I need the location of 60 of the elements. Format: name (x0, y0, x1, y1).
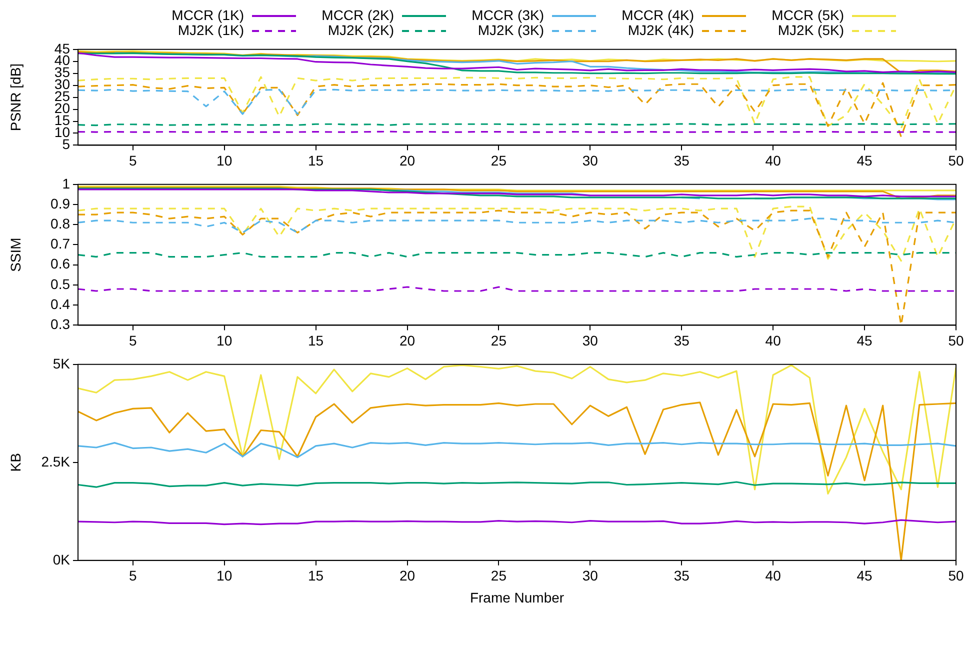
legend-label: MJ2K (4K) (628, 22, 694, 38)
y-tick-label: 0.3 (50, 316, 70, 332)
y-tick-label: 0K (52, 551, 71, 568)
x-tick-label: 20 (399, 332, 416, 348)
line-series (78, 218, 956, 234)
legend-label: MJ2K (1K) (178, 22, 244, 38)
legend-label: MCCR (1K) (172, 7, 244, 23)
x-tick-label: 45 (856, 152, 873, 168)
y-tick-label: 1 (62, 175, 70, 192)
legend-label: MCCR (2K) (322, 7, 394, 23)
y-axis-title: SSIM (7, 238, 24, 272)
line-series (78, 206, 956, 262)
x-axis-title: Frame Number (470, 589, 564, 606)
y-axis-title: KB (7, 453, 24, 472)
y-tick-label: 0.7 (50, 236, 70, 252)
x-tick-label: 15 (308, 332, 324, 348)
y-axis-title: PSNR [dB] (7, 63, 24, 132)
x-tick-label: 10 (216, 568, 232, 584)
x-tick-label: 40 (765, 332, 782, 348)
x-tick-label: 25 (490, 152, 507, 168)
x-tick-label: 40 (765, 568, 782, 584)
x-tick-label: 50 (948, 332, 964, 348)
x-tick-label: 35 (674, 152, 690, 168)
y-tick-label: 45 (54, 40, 70, 56)
y-tick-label: 0.5 (50, 276, 70, 292)
x-tick-label: 25 (490, 332, 507, 348)
x-tick-label: 5 (128, 568, 137, 584)
x-tick-label: 20 (399, 152, 416, 168)
x-tick-label: 35 (674, 332, 690, 348)
x-tick-label: 30 (582, 152, 598, 168)
legend-label: MCCR (5K) (772, 7, 844, 23)
x-tick-label: 50 (948, 568, 964, 584)
x-tick-label: 25 (490, 568, 507, 584)
x-tick-label: 45 (856, 332, 873, 348)
x-tick-label: 5 (128, 332, 137, 348)
x-tick-label: 5 (128, 152, 137, 168)
x-tick-label: 30 (582, 332, 598, 348)
x-tick-label: 45 (856, 568, 873, 584)
x-tick-label: 40 (765, 152, 782, 168)
legend-label: MJ2K (3K) (478, 22, 544, 38)
line-series (78, 76, 956, 130)
y-tick-label: 5K (52, 355, 71, 372)
x-tick-label: 20 (399, 568, 416, 584)
y-tick-label: 2.5K (41, 453, 71, 470)
y-tick-label: 0.6 (50, 256, 70, 272)
x-tick-label: 35 (674, 568, 690, 584)
legend-label: MCCR (4K) (622, 7, 694, 23)
x-tick-label: 15 (308, 152, 324, 168)
y-tick-label: 0.4 (50, 296, 70, 312)
legend-label: MJ2K (2K) (328, 22, 394, 38)
legend-label: MJ2K (5K) (778, 22, 844, 38)
y-tick-label: 0.8 (50, 215, 70, 232)
y-tick-label: 0.9 (50, 195, 70, 212)
x-tick-label: 15 (308, 568, 324, 584)
x-tick-label: 30 (582, 568, 598, 584)
legend-label: MCCR (3K) (472, 7, 544, 23)
x-tick-label: 10 (216, 152, 232, 168)
x-tick-label: 10 (216, 332, 232, 348)
line-series (78, 82, 956, 138)
x-tick-label: 50 (948, 152, 964, 168)
